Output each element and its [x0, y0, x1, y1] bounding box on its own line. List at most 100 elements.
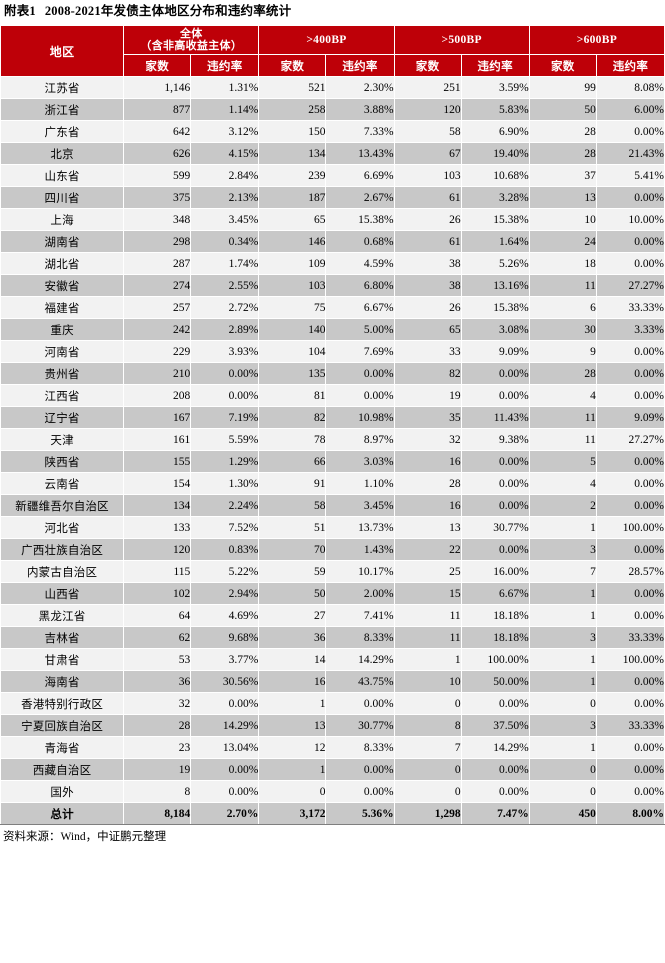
table-row: 广东省 642 3.12% 150 7.33% 58 6.90% 28 0.00% — [0, 120, 665, 143]
cell-default-rate: 0.00% — [460, 494, 530, 517]
cell-count: 26 — [393, 208, 462, 231]
cell-default-rate: 8.08% — [595, 76, 665, 99]
cell-default-rate: 0.00% — [460, 472, 530, 495]
cell-default-rate: 19.40% — [460, 142, 530, 165]
cell-default-rate: 5.83% — [460, 98, 530, 121]
cell-default-rate: 0.00% — [595, 736, 665, 759]
cell-count: 19 — [393, 384, 462, 407]
cell-count: 61 — [393, 230, 462, 253]
cell-default-rate: 7.52% — [190, 516, 260, 539]
cell-total-default-rate: 2.70% — [190, 802, 260, 825]
cell-count: 3 — [528, 538, 597, 561]
cell-count: 30 — [528, 318, 597, 341]
table-row: 河北省 133 7.52% 51 13.73% 13 30.77% 1 100.00% — [0, 516, 665, 539]
cell-count: 82 — [258, 406, 327, 429]
cell-count: 61 — [393, 186, 462, 209]
cell-count: 135 — [258, 362, 327, 385]
cell-region: 海南省 — [0, 670, 125, 693]
cell-count: 1 — [393, 648, 462, 671]
table-row: 天津 161 5.59% 78 8.97% 32 9.38% 11 27.27% — [0, 428, 665, 451]
cell-count: 1 — [528, 648, 597, 671]
cell-count: 8 — [393, 714, 462, 737]
cell-count: 28 — [528, 142, 597, 165]
cell-default-rate: 0.34% — [190, 230, 260, 253]
cell-count: 1 — [528, 604, 597, 627]
cell-default-rate: 2.94% — [190, 582, 260, 605]
cell-region: 辽宁省 — [0, 406, 125, 429]
cell-region: 国外 — [0, 780, 125, 803]
cell-default-rate: 0.00% — [190, 384, 260, 407]
cell-count: 155 — [123, 450, 192, 473]
cell-default-rate: 0.00% — [190, 362, 260, 385]
cell-count: 626 — [123, 142, 192, 165]
cell-default-rate: 0.00% — [460, 780, 530, 803]
cell-count: 208 — [123, 384, 192, 407]
cell-default-rate: 100.00% — [595, 648, 665, 671]
cell-default-rate: 4.69% — [190, 604, 260, 627]
cell-default-rate: 3.08% — [460, 318, 530, 341]
cell-region: 云南省 — [0, 472, 125, 495]
cell-count: 35 — [393, 406, 462, 429]
cell-count: 62 — [123, 626, 192, 649]
table-row: 浙江省 877 1.14% 258 3.88% 120 5.83% 50 6.00% — [0, 98, 665, 121]
cell-default-rate: 3.88% — [325, 98, 395, 121]
cell-count: 65 — [258, 208, 327, 231]
cell-count: 120 — [393, 98, 462, 121]
cell-region: 北京 — [0, 142, 125, 165]
cell-count: 1 — [258, 758, 327, 781]
table-total-row: 总计 8,184 2.70% 3,172 5.36% 1,298 7.47% 450 8.00% — [0, 802, 665, 825]
cell-total-default-rate: 5.36% — [325, 802, 395, 825]
cell-count: 65 — [393, 318, 462, 341]
cell-default-rate: 13.04% — [190, 736, 260, 759]
cell-default-rate: 0.00% — [595, 120, 665, 143]
cell-default-rate: 15.38% — [460, 208, 530, 231]
cell-default-rate: 100.00% — [595, 516, 665, 539]
cell-count: 38 — [393, 252, 462, 275]
header-row-subcolumns: 家数 违约率 家数 违约率 家数 违约率 家数 违约率 — [1, 54, 665, 77]
cell-count: 32 — [123, 692, 192, 715]
cell-default-rate: 10.17% — [325, 560, 395, 583]
cell-region: 重庆 — [0, 318, 125, 341]
table-row: 海南省 36 30.56% 16 43.75% 10 50.00% 1 0.00% — [0, 670, 665, 693]
table-row: 山西省 102 2.94% 50 2.00% 15 6.67% 1 0.00% — [0, 582, 665, 605]
cell-region: 宁夏回族自治区 — [0, 714, 125, 737]
cell-default-rate: 30.56% — [190, 670, 260, 693]
cell-region: 吉林省 — [0, 626, 125, 649]
cell-region: 天津 — [0, 428, 125, 451]
cell-default-rate: 10.00% — [595, 208, 665, 231]
cell-count: 257 — [123, 296, 192, 319]
cell-count: 78 — [258, 428, 327, 451]
cell-region: 黑龙江省 — [0, 604, 125, 627]
cell-default-rate: 0.00% — [460, 692, 530, 715]
cell-count: 7 — [528, 560, 597, 583]
cell-count: 4 — [528, 472, 597, 495]
cell-default-rate: 0.00% — [325, 692, 395, 715]
cell-default-rate: 13.43% — [325, 142, 395, 165]
cell-count: 99 — [528, 76, 597, 99]
cell-default-rate: 33.33% — [595, 714, 665, 737]
cell-default-rate: 10.98% — [325, 406, 395, 429]
cell-count: 75 — [258, 296, 327, 319]
table-row: 黑龙江省 64 4.69% 27 7.41% 11 18.18% 1 0.00% — [0, 604, 665, 627]
cell-count: 16 — [393, 450, 462, 473]
cell-default-rate: 7.33% — [325, 120, 395, 143]
cell-region: 浙江省 — [0, 98, 125, 121]
group-header-overall: 全体 （含非高收益主体） — [123, 25, 260, 55]
subheader-500bp-rate: 违约率 — [460, 54, 530, 77]
cell-region: 安徽省 — [0, 274, 125, 297]
cell-count: 66 — [258, 450, 327, 473]
cell-default-rate: 1.10% — [325, 472, 395, 495]
cell-count: 51 — [258, 516, 327, 539]
cell-default-rate: 27.27% — [595, 428, 665, 451]
subheader-600bp-count: 家数 — [528, 54, 597, 77]
cell-region: 广东省 — [0, 120, 125, 143]
page-title: 附表1 2008-2021年发债主体地区分布和违约率统计 — [0, 0, 665, 25]
cell-count: 64 — [123, 604, 192, 627]
table-row: 江西省 208 0.00% 81 0.00% 19 0.00% 4 0.00% — [0, 384, 665, 407]
cell-default-rate: 3.77% — [190, 648, 260, 671]
cell-count: 161 — [123, 428, 192, 451]
cell-count: 3 — [528, 626, 597, 649]
cell-default-rate: 30.77% — [325, 714, 395, 737]
cell-default-rate: 27.27% — [595, 274, 665, 297]
